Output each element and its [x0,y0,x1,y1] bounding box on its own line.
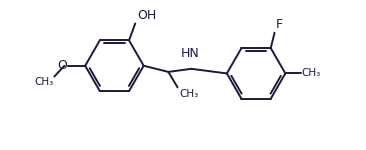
Text: HN: HN [180,47,199,60]
Text: CH₃: CH₃ [179,89,198,99]
Text: CH₃: CH₃ [34,77,53,87]
Text: CH₃: CH₃ [302,68,321,78]
Text: F: F [275,18,283,31]
Text: OH: OH [137,9,156,22]
Text: O: O [57,59,67,72]
